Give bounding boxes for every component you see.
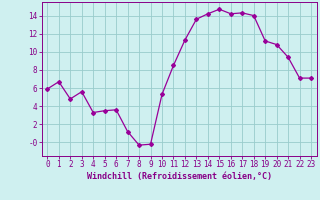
X-axis label: Windchill (Refroidissement éolien,°C): Windchill (Refroidissement éolien,°C) [87,172,272,181]
